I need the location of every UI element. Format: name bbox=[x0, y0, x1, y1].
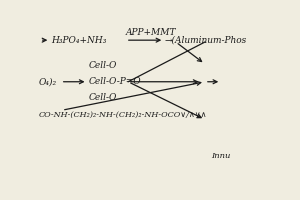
Text: H₃PO₄+NH₃: H₃PO₄+NH₃ bbox=[52, 36, 107, 45]
Text: Innu: Innu bbox=[211, 152, 230, 160]
Text: Cell-O-P=O: Cell-O-P=O bbox=[89, 77, 141, 86]
Text: Cell-O: Cell-O bbox=[89, 93, 117, 102]
Text: Cell-O: Cell-O bbox=[89, 61, 117, 70]
Text: →(Aluminum-Phos: →(Aluminum-Phos bbox=[165, 36, 247, 45]
Text: CO-NH-(CH₂)₂-NH-(CH₂)₂-NH-OCO∨/∧∨∧: CO-NH-(CH₂)₂-NH-(CH₂)₂-NH-OCO∨/∧∨∧ bbox=[39, 111, 207, 119]
Text: O₄)₂: O₄)₂ bbox=[39, 77, 57, 86]
Text: APP+MMT: APP+MMT bbox=[126, 28, 176, 37]
